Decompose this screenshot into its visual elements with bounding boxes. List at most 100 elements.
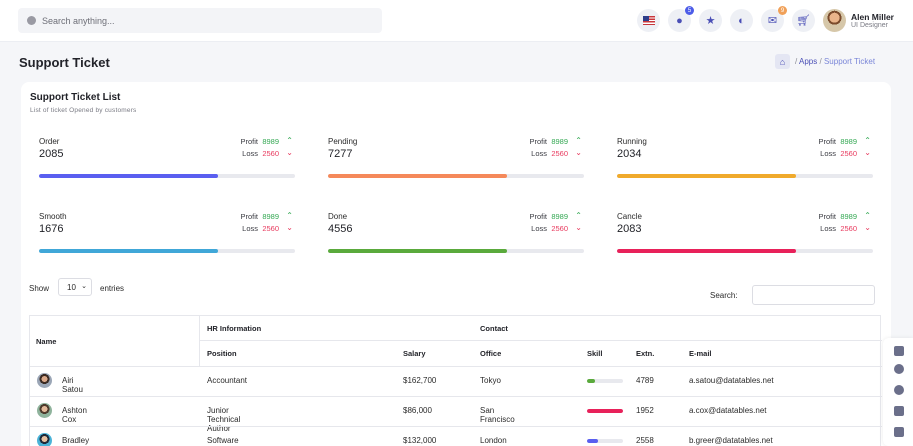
page-title: Support Ticket	[19, 55, 110, 70]
breadcrumb-current: Support Ticket	[823, 57, 876, 66]
stat-progress-fill	[328, 249, 508, 253]
avatar	[37, 433, 52, 446]
group-header-hr: HR Information	[207, 324, 262, 333]
stat-label: Running	[617, 137, 647, 146]
image-icon[interactable]	[894, 346, 904, 356]
skill-bar-track	[587, 409, 623, 413]
theme-toggle-button[interactable]: ◐	[730, 9, 753, 32]
cell-position: Accountant	[207, 376, 248, 385]
stat-progress-fill	[39, 174, 219, 178]
global-search-input[interactable]: Search anything...	[18, 8, 382, 33]
messages-button[interactable]: ✉ 9	[761, 6, 787, 32]
stat-label: Done	[328, 212, 348, 221]
breadcrumb-home-button[interactable]: ⌂	[775, 54, 790, 69]
card-subtitle: List of ticket Opened by customers	[30, 107, 137, 114]
notifications-button[interactable]: ● 5	[668, 6, 694, 32]
basket-icon[interactable]	[894, 427, 904, 437]
chevron-down-icon: ⌄	[575, 148, 582, 157]
loss-value: 2560	[262, 224, 279, 233]
cell-position: Junior Technical Author	[207, 406, 241, 433]
stat-progress-track	[617, 249, 873, 253]
column-header-office[interactable]: Office	[480, 349, 502, 358]
profit-label: Profit	[529, 137, 547, 146]
profit-label: Profit	[240, 212, 258, 221]
language-button[interactable]	[637, 9, 660, 32]
cell-name: Bradley Greer	[62, 436, 90, 446]
cell-email: a.cox@datatables.net	[689, 406, 767, 415]
cell-email: a.satou@datatables.net	[689, 376, 774, 385]
profit-label: Profit	[240, 137, 258, 146]
us-flag-icon	[642, 16, 655, 25]
loss-label: Loss	[531, 224, 547, 233]
favorites-button[interactable]: ★	[699, 9, 722, 32]
chevron-down-icon: ⌄	[575, 223, 582, 232]
entries-select-value: 10	[67, 282, 76, 292]
cell-extn: 1952	[636, 406, 654, 415]
chevron-up-icon: ⌃	[864, 136, 871, 145]
header-divider	[200, 340, 882, 341]
stat-label: Order	[39, 137, 60, 146]
breadcrumb-apps-link[interactable]: Apps	[799, 57, 818, 66]
stat-progress-fill	[328, 174, 508, 178]
grid-icon[interactable]	[894, 406, 904, 416]
avatar	[37, 403, 52, 418]
stat-progress-track	[617, 174, 873, 178]
entries-select[interactable]: 10 ⌄	[58, 278, 92, 296]
cart-button[interactable]: 🛒︎	[792, 9, 815, 32]
star-icon: ★	[705, 15, 716, 27]
chevron-up-icon: ⌃	[286, 136, 293, 145]
table-search-label: Search:	[710, 291, 738, 300]
column-header-email[interactable]: E-mail	[689, 349, 712, 358]
side-toolbar	[883, 338, 913, 446]
column-header-name[interactable]: Name	[36, 337, 57, 346]
entries-label: entries	[100, 284, 125, 293]
face-icon[interactable]	[894, 364, 904, 374]
chevron-up-icon: ⌃	[575, 211, 582, 220]
stat-progress-fill	[39, 249, 219, 253]
row-divider	[30, 426, 882, 427]
profit-value: 8989	[551, 137, 568, 146]
cell-name: Airi Satou	[62, 376, 83, 394]
loss-value: 2560	[551, 149, 568, 158]
stat-label: Smooth	[39, 212, 67, 221]
chevron-down-icon: ⌄	[81, 283, 87, 290]
group-header-contact: Contact	[480, 324, 508, 333]
cell-position: Software Engineer	[207, 436, 239, 446]
search-icon	[27, 16, 36, 25]
breadcrumb: / Apps / Support Ticket	[795, 57, 875, 66]
search-placeholder: Search anything...	[42, 15, 115, 26]
stat-progress-track	[39, 249, 295, 253]
skill-bar-fill	[587, 409, 623, 413]
profit-value: 8989	[262, 137, 279, 146]
settings-icon[interactable]	[894, 385, 904, 395]
cell-office: Tokyo	[480, 376, 501, 385]
column-header-extn[interactable]: Extn.	[636, 349, 655, 358]
column-header-salary[interactable]: Salary	[403, 349, 426, 358]
chevron-down-icon: ⌄	[286, 148, 293, 157]
loss-label: Loss	[820, 224, 836, 233]
stat-progress-track	[39, 174, 295, 178]
top-bar: Search anything... ● 5 ★ ◐ ✉ 9 🛒︎ Alen M…	[0, 0, 913, 42]
loss-value: 2560	[840, 224, 857, 233]
table-search-input[interactable]	[752, 285, 875, 305]
loss-value: 2560	[551, 224, 568, 233]
cell-office: London	[480, 436, 507, 445]
profit-value: 8989	[262, 212, 279, 221]
stat-value: 4556	[328, 223, 353, 235]
skill-bar-track	[587, 379, 623, 383]
profit-label: Profit	[818, 212, 836, 221]
card-title: Support Ticket List	[30, 92, 121, 103]
notifications-badge: 5	[685, 6, 694, 15]
user-avatar[interactable]	[823, 9, 846, 32]
column-header-skill[interactable]: Skill	[587, 349, 603, 358]
theme-toggle-icon: ◐	[738, 14, 745, 27]
skill-bar-fill	[587, 379, 595, 383]
user-name[interactable]: Alen Miller	[851, 12, 894, 22]
column-header-position[interactable]: Position	[207, 349, 237, 358]
loss-value: 2560	[262, 149, 279, 158]
cell-name: Ashton Cox	[62, 406, 87, 424]
cell-salary: $132,000	[403, 436, 437, 445]
stat-progress-fill	[617, 174, 797, 178]
skill-bar-fill	[587, 439, 598, 443]
chevron-up-icon: ⌃	[575, 136, 582, 145]
